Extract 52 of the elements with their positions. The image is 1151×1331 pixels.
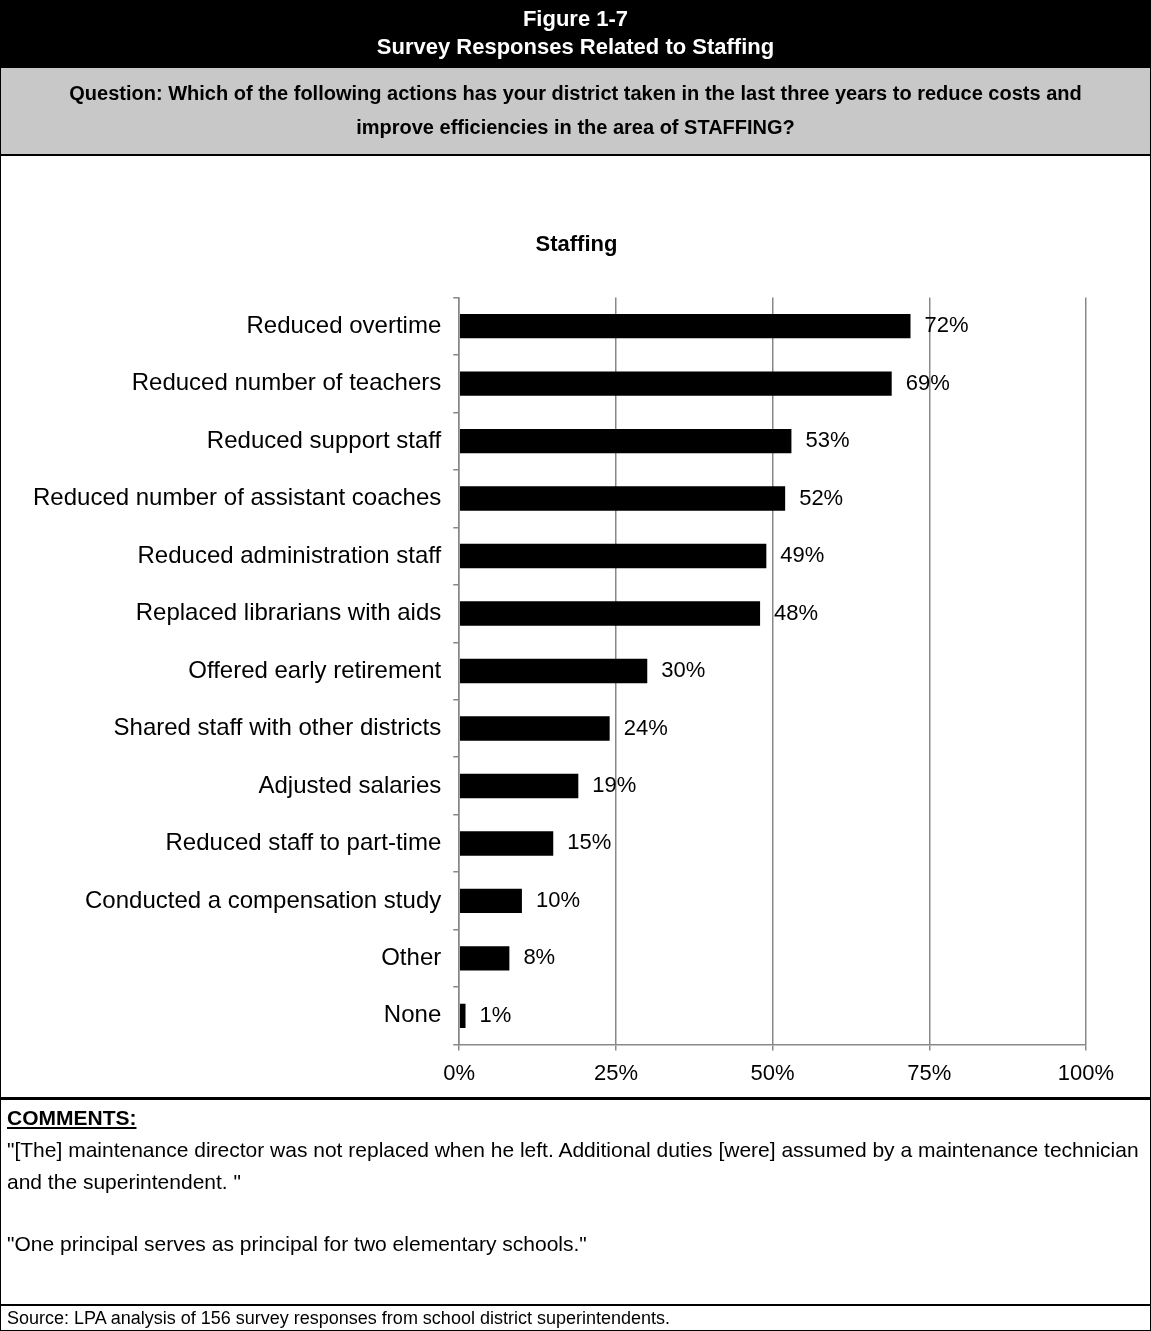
- data-label: 52%: [799, 484, 844, 510]
- x-tick-label: 50%: [750, 1059, 795, 1085]
- data-label: 69%: [905, 369, 950, 395]
- text: "[The] maintenance director was not replaced when he left. Additional duties [were] assumed by a maintenance technician and the superintendent. ": [7, 1137, 1140, 1195]
- data-label: 48%: [774, 599, 819, 625]
- y-tick-label: Reduced overtime: [246, 310, 442, 338]
- x-tick-label: 0%: [443, 1059, 476, 1085]
- x-tick-label: 100%: [1057, 1059, 1115, 1085]
- y-tick-label: Reduced support staff: [206, 425, 442, 453]
- chart-title: Figure 1-7: [521, 5, 630, 33]
- bar: [459, 371, 892, 396]
- y-tick-label: Replaced librarians with aids: [135, 598, 442, 626]
- y-tick-label: Other: [381, 943, 442, 971]
- bar: [459, 543, 767, 569]
- bar: [459, 716, 610, 741]
- data-label: 19%: [592, 772, 637, 798]
- data-label: 8%: [523, 944, 556, 970]
- data-label: 53%: [805, 427, 850, 453]
- source-note: Source: LPA analysis of 156 survey responses from school district superintendents.: [1, 1304, 1151, 1331]
- y-tick-label: Shared staff with other districts: [113, 713, 442, 741]
- y-tick-label: Reduced staff to part-time: [165, 828, 442, 856]
- y-tick-label: Reduced number of teachers: [131, 368, 442, 396]
- y-tick-label: Adjusted salaries: [258, 770, 442, 798]
- data-label: 49%: [780, 542, 825, 568]
- bar: [459, 313, 911, 339]
- bar: [459, 888, 522, 914]
- data-label: 24%: [623, 714, 668, 740]
- data-label: 10%: [535, 886, 580, 912]
- text: "One principal serves as principal for two elementary schools.": [7, 1231, 588, 1257]
- y-tick-label: Reduced administration staff: [137, 540, 442, 568]
- bar: [459, 601, 761, 626]
- data-label: 1%: [479, 1001, 512, 1027]
- data-label: 30%: [661, 657, 706, 683]
- y-tick-label: None: [383, 1000, 442, 1028]
- x-tick-label: 25%: [593, 1059, 638, 1085]
- data-label: 15%: [567, 829, 612, 855]
- data-label: 72%: [924, 312, 969, 338]
- text: Question: Which of the following actions has your district taken in the last three years to reduce costs and improve efficiencies in the area of STAFFING?: [1, 68, 1150, 156]
- bar: [459, 773, 579, 799]
- chart-subtitle: Survey Responses Related to Staffing: [375, 33, 776, 61]
- text: Staffing: [534, 231, 619, 257]
- bar: [459, 1003, 466, 1029]
- bar: [459, 831, 554, 856]
- y-tick-label: Reduced number of assistant coaches: [33, 483, 442, 511]
- bar: [459, 486, 786, 511]
- bar: [459, 946, 510, 971]
- bar: [459, 428, 792, 454]
- x-tick-label: 75%: [907, 1059, 952, 1085]
- bar: [459, 658, 648, 684]
- y-tick-label: Conducted a compensation study: [85, 885, 442, 913]
- y-tick-label: Offered early retirement: [188, 655, 442, 683]
- text: COMMENTS:: [7, 1105, 138, 1131]
